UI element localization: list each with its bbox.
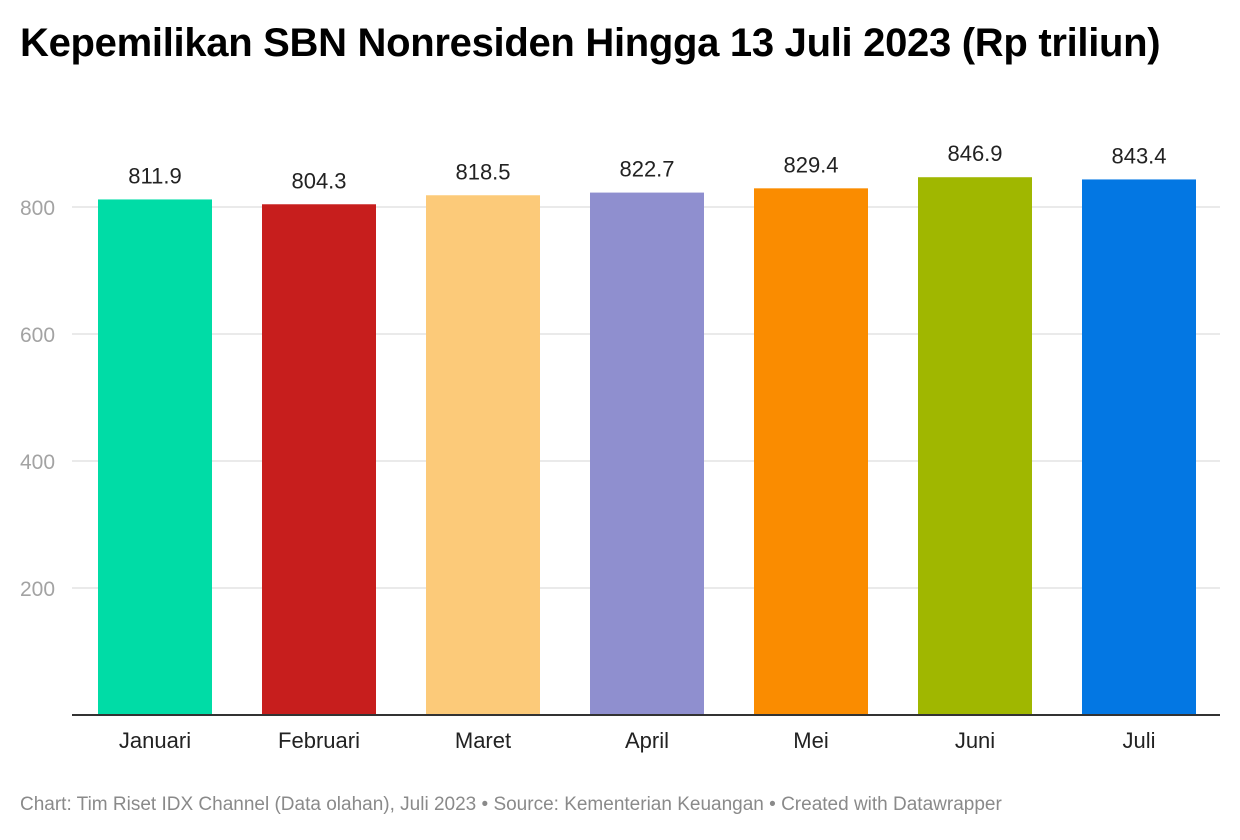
x-tick-label: Maret [455, 728, 511, 753]
x-tick-label: Juli [1122, 728, 1155, 753]
data-label: 843.4 [1111, 143, 1166, 168]
y-axis-ticks: 200 400 600 800 [20, 197, 55, 601]
bar-chart: 200 400 600 800 811.9 804.3 818.5 822.7 829.4 84… [20, 141, 1220, 753]
data-label: 811.9 [128, 163, 181, 188]
chart-title: Kepemilikan SBN Nonresiden Hingga 13 Jul… [20, 21, 1161, 65]
bar[interactable] [262, 204, 376, 715]
y-tick-label: 600 [20, 324, 55, 347]
bar[interactable] [98, 199, 212, 716]
source-link[interactable]: Source: Kementerian Keuangan [493, 794, 764, 815]
chart-credit: Chart: Tim Riset IDX Channel (Data olaha… [20, 794, 477, 815]
footer-separator: • [476, 794, 494, 815]
y-tick-label: 800 [20, 197, 55, 220]
x-tick-label: April [625, 728, 669, 753]
bar[interactable] [590, 192, 704, 715]
chart-footer: Chart: Tim Riset IDX Channel (Data olaha… [20, 794, 1002, 816]
x-tick-label: Mei [793, 728, 828, 753]
x-tick-label: Januari [119, 728, 191, 753]
data-label: 822.7 [619, 157, 674, 182]
datawrapper-credit[interactable]: Created with Datawrapper [781, 794, 1002, 815]
x-axis-ticks: Januari Februari Maret April Mei Juni Juli [119, 728, 1156, 753]
bars [98, 177, 1196, 716]
data-label: 846.9 [947, 141, 1002, 166]
y-tick-label: 400 [20, 451, 55, 474]
bar[interactable] [754, 188, 868, 715]
x-tick-label: Juni [955, 728, 995, 753]
data-label: 804.3 [291, 168, 346, 193]
y-tick-label: 200 [20, 578, 55, 601]
value-labels: 811.9 804.3 818.5 822.7 829.4 846.9 843.4 [128, 141, 1166, 193]
bar[interactable] [918, 177, 1032, 715]
bar[interactable] [1082, 179, 1196, 716]
data-label: 818.5 [455, 159, 510, 184]
x-tick-label: Februari [278, 728, 360, 753]
footer-separator: • [763, 794, 782, 815]
data-label: 829.4 [783, 152, 838, 177]
bar[interactable] [426, 195, 540, 715]
